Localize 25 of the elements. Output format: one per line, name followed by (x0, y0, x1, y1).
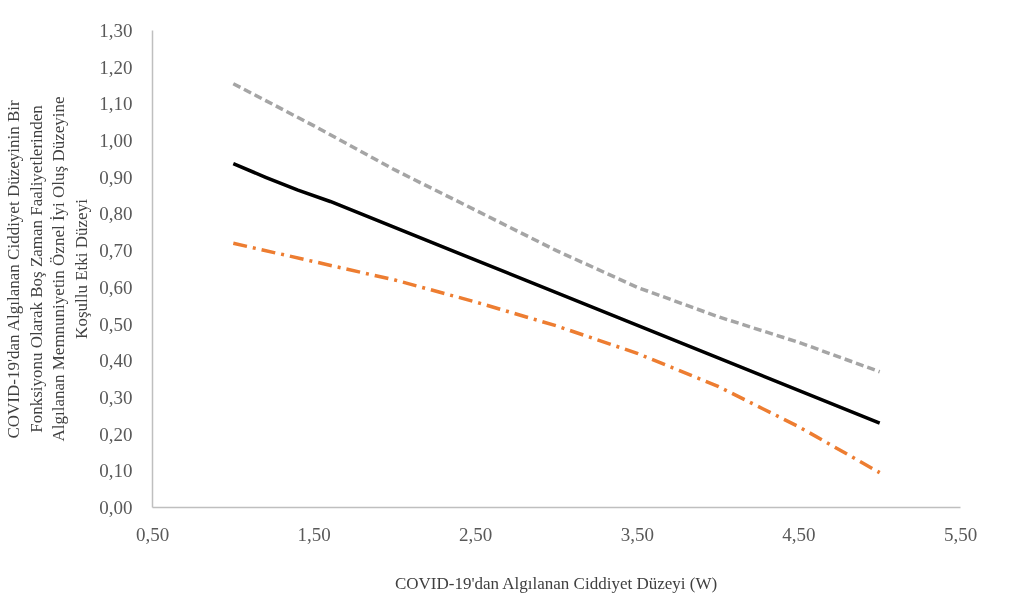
y-tick-label: 0,20 (99, 423, 133, 445)
y-tick-label: 0,00 (99, 497, 133, 518)
x-tick-label: 5,50 (943, 523, 978, 545)
x-tick-label: 4,50 (782, 523, 816, 545)
x-tick-label: 1,50 (297, 523, 331, 545)
y-tick-label: 1,00 (99, 130, 133, 152)
x-tick-label: 3,50 (620, 523, 654, 545)
y-tick-label: 0,50 (99, 313, 133, 335)
y-axis-title: COVID-19'dan Algılanan Ciddiyet Düzeyinin Bir Fonksiyonu Olarak Boş Zaman Faaliyetlerinden Algılanan Memnuniyetin Öznel İyi Oluş Düzeyine Koşullu Etki Düzeyi (3, 96, 92, 442)
y-tick-label: 0,70 (99, 240, 133, 262)
line-series (231, 241, 882, 475)
y-tick-label: 0,10 (99, 460, 133, 482)
y-tick-label: 1,10 (99, 93, 133, 115)
x-axis-title: COVID-19'dan Algılanan Ciddiyet Düzeyi (W) (394, 573, 718, 593)
y-tick-label: 0,90 (99, 166, 133, 188)
y-tick-label: 1,20 (99, 56, 133, 78)
line-series (231, 161, 882, 425)
y-tick-label: 1,30 (99, 20, 133, 41)
y-tick-label: 0,40 (99, 350, 133, 372)
x-tick-label: 0,50 (135, 523, 170, 545)
x-tick-label: 2,50 (459, 523, 493, 545)
y-tick-label: 0,80 (99, 203, 133, 225)
line-series (231, 81, 882, 374)
y-tick-label: 0,30 (99, 386, 133, 408)
y-tick-label: 0,60 (99, 276, 133, 298)
